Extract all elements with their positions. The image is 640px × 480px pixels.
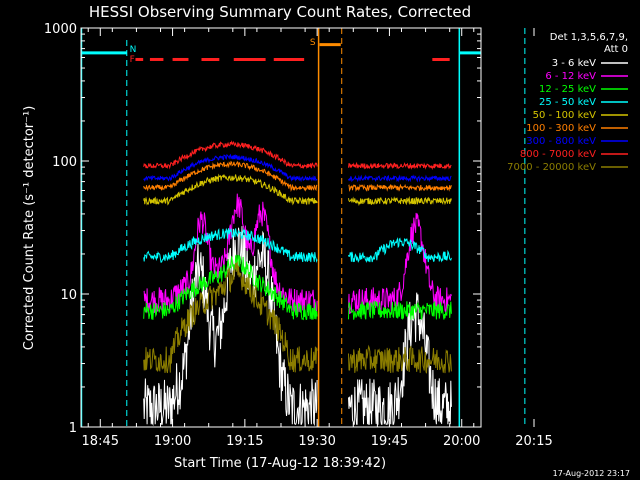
series-line-7 [143,140,318,170]
y-axis-label: Corrected Count Rate (s⁻¹ detector⁻¹) [22,106,37,351]
series-line-6 [348,174,452,183]
y-tick-label: 1 [69,421,77,436]
series-line-2 [348,300,452,321]
legend-entry-label: 100 - 300 keV [526,123,596,134]
series-line-0 [143,226,318,427]
series-line-2 [143,254,318,321]
legend-entry-label: 12 - 25 keV [539,84,596,95]
series-line-3 [348,237,452,263]
series-line-5 [348,183,452,193]
legend-entry-label: 25 - 50 keV [539,97,596,108]
y-tick-label: 1000 [44,22,77,37]
data-layer: NF S [80,28,526,427]
marker-label: S [310,38,316,48]
chart-title: HESSI Observing Summary Count Rates, Cor… [89,3,471,21]
legend-entry-label: 7000 - 20000 keV [507,162,596,173]
series-line-8 [143,260,318,374]
y-tick-label: 100 [52,155,77,170]
x-tick-label: 19:00 [154,434,191,449]
x-axis-label: Start Time (17-Aug-12 18:39:42) [174,456,386,471]
legend-entry-label: 3 - 6 keV [552,58,596,69]
legend-entry-label: 300 - 800 keV [526,136,596,147]
legend-entry-label: 6 - 12 keV [545,71,596,82]
legend-entry-label: 50 - 100 keV [533,110,597,121]
timestamp: 17-Aug-2012 23:17 [553,469,630,478]
x-tick-label: 18:45 [82,434,119,449]
series-line-3 [143,227,318,264]
marker-label: F [130,55,135,65]
legend: Det 1,3,5,6,7,9,Att 0 3 - 6 keV 6 - 12 keV… [507,32,628,173]
series-line-7 [348,161,452,171]
x-tick-label: 19:45 [371,434,408,449]
legend-entry-label: 800 - 7000 keV [520,149,596,160]
y-tick-label: 10 [60,288,77,303]
series-line-6 [143,153,318,183]
x-tick-label: 20:00 [443,434,480,449]
series-line-4 [348,196,452,207]
series-line-5 [143,160,318,193]
marker-label: N [130,45,137,55]
x-tick-label: 19:15 [226,434,263,449]
series-line-0 [348,292,452,425]
series-line-8 [348,344,452,374]
x-tick-label: 19:30 [298,434,335,449]
legend-header: Det 1,3,5,6,7,9, [550,32,628,43]
series-line-4 [143,173,318,206]
legend-header: Att 0 [604,44,628,55]
axes: 1 10 100 1000 18:45 19:00 19:15 19:30 19:45 20:00… [44,22,553,449]
x-tick-label: 20:15 [515,434,552,449]
